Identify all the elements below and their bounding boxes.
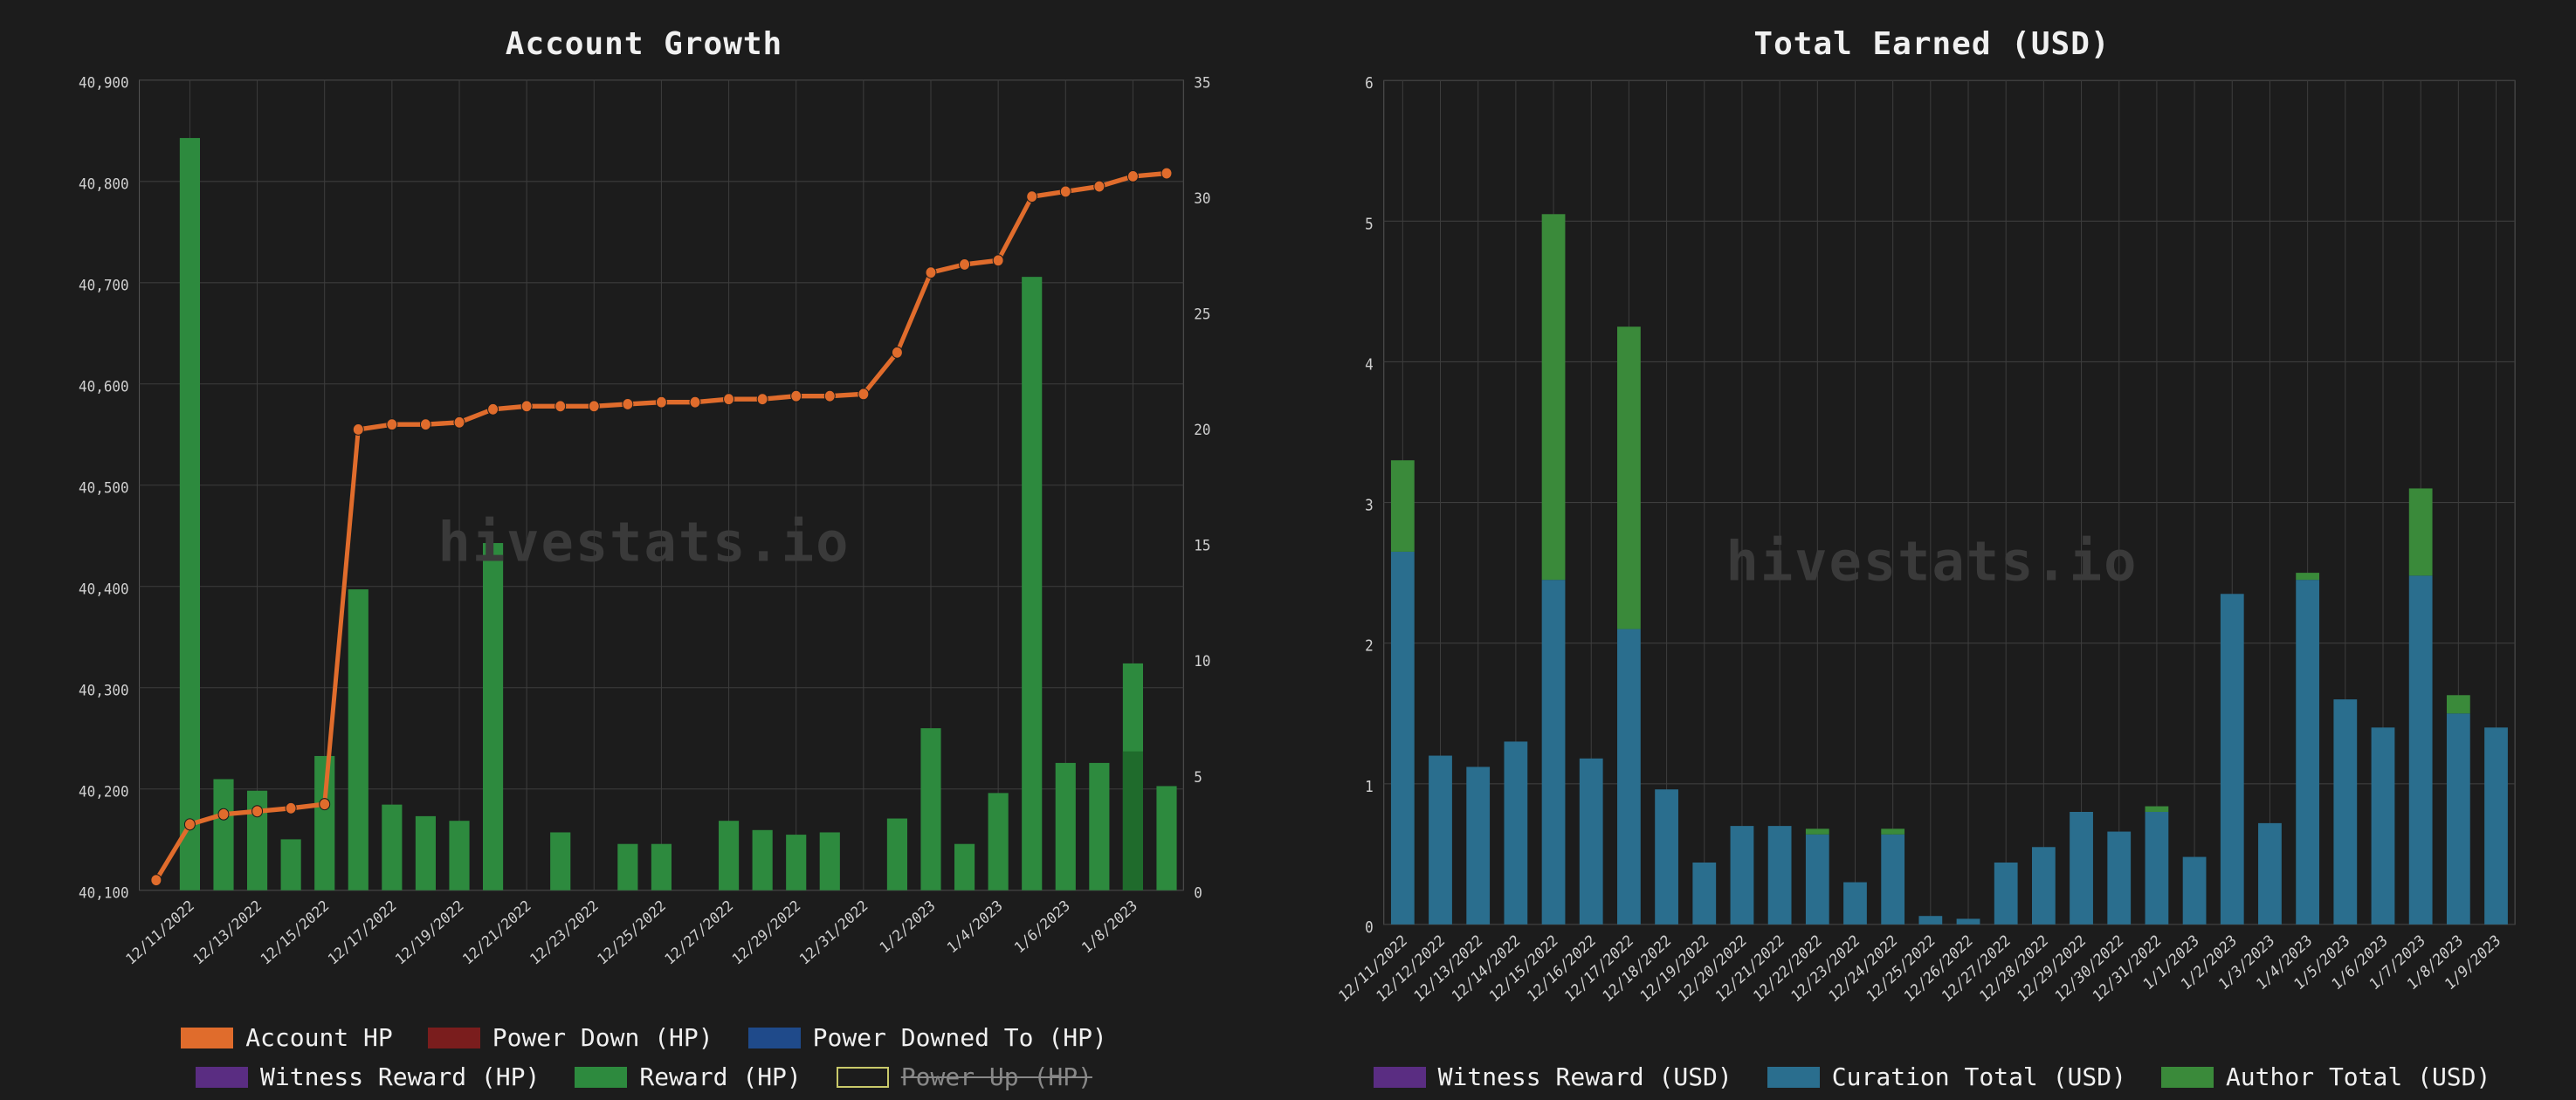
legend-label-powerUp: Power Up (HP) — [901, 1062, 1092, 1091]
svg-text:4: 4 — [1365, 356, 1374, 375]
svg-text:40,100: 40,100 — [79, 884, 129, 902]
legend-swatch-reward — [575, 1067, 627, 1088]
legend-item-curation[interactable]: Curation Total (USD) — [1767, 1062, 2126, 1091]
panel-total-earned: Total Earned (USD) hivestats.io 01234561… — [1288, 0, 2576, 1100]
svg-text:12/17/2022: 12/17/2022 — [325, 897, 399, 968]
svg-text:30: 30 — [1194, 189, 1210, 207]
legend-label-curation: Curation Total (USD) — [1832, 1062, 2126, 1091]
svg-text:1/8/2023: 1/8/2023 — [1078, 897, 1140, 957]
legend-item-author[interactable]: Author Total (USD) — [2161, 1062, 2490, 1091]
legend-item-powerDown[interactable]: Power Down (HP) — [428, 1023, 713, 1052]
legend-item-accountHP[interactable]: Account HP — [181, 1023, 393, 1052]
legend-account-growth: Account HP Power Down (HP) Power Downed To… — [35, 1013, 1253, 1091]
legend-item-witnessReward[interactable]: Witness Reward (USD) — [1374, 1062, 1732, 1091]
svg-text:3: 3 — [1365, 497, 1374, 515]
title-total-earned: Total Earned (USD) — [1323, 26, 2541, 62]
svg-text:12/11/2022: 12/11/2022 — [123, 897, 197, 968]
legend-item-reward[interactable]: Reward (HP) — [575, 1062, 801, 1091]
legend-label-witnessReward: Witness Reward (HP) — [260, 1062, 540, 1091]
svg-text:15: 15 — [1194, 537, 1210, 554]
svg-text:12/27/2022: 12/27/2022 — [662, 897, 736, 968]
svg-text:10: 10 — [1194, 653, 1210, 670]
svg-text:35: 35 — [1194, 74, 1210, 92]
svg-text:1/4/2023: 1/4/2023 — [944, 897, 1006, 957]
panel-account-growth: Account Growth hivestats.io 40,10040,200… — [0, 0, 1288, 1100]
legend-item-witnessReward[interactable]: Witness Reward (HP) — [196, 1062, 540, 1091]
legend-label-accountHP: Account HP — [245, 1023, 393, 1052]
svg-text:12/21/2022: 12/21/2022 — [459, 897, 534, 968]
legend-swatch-curation — [1767, 1067, 1820, 1088]
legend-swatch-author — [2161, 1067, 2214, 1088]
svg-text:12/29/2022: 12/29/2022 — [729, 897, 803, 968]
title-account-growth: Account Growth — [35, 26, 1253, 62]
svg-text:25: 25 — [1194, 306, 1210, 323]
svg-text:40,900: 40,900 — [79, 74, 129, 92]
legend-label-witnessReward: Witness Reward (USD) — [1438, 1062, 1732, 1091]
legend-label-powerDownedTo: Power Downed To (HP) — [813, 1023, 1107, 1052]
legend-label-powerDown: Power Down (HP) — [492, 1023, 713, 1052]
legend-label-author: Author Total (USD) — [2226, 1062, 2490, 1091]
dashboard: Account Growth hivestats.io 40,10040,200… — [0, 0, 2576, 1100]
legend-swatch-witnessReward — [1374, 1067, 1426, 1088]
svg-text:40,700: 40,700 — [79, 277, 129, 294]
legend-total-earned: Witness Reward (USD) Curation Total (USD)… — [1323, 1052, 2541, 1091]
svg-text:1/6/2023: 1/6/2023 — [1011, 897, 1073, 957]
legend-swatch-powerDownedTo — [748, 1028, 801, 1048]
legend-swatch-powerDown — [428, 1028, 480, 1048]
legend-swatch-accountHP — [181, 1028, 233, 1048]
svg-text:12/31/2022: 12/31/2022 — [796, 897, 871, 968]
svg-text:12/23/2022: 12/23/2022 — [527, 897, 602, 968]
svg-text:40,800: 40,800 — [79, 175, 129, 193]
svg-text:6: 6 — [1365, 74, 1374, 93]
svg-text:5: 5 — [1365, 215, 1374, 233]
svg-text:40,600: 40,600 — [79, 378, 129, 395]
svg-text:0: 0 — [1365, 918, 1374, 937]
svg-text:40,500: 40,500 — [79, 479, 129, 497]
svg-text:1: 1 — [1365, 778, 1374, 796]
svg-text:0: 0 — [1194, 884, 1202, 902]
svg-text:12/15/2022: 12/15/2022 — [258, 897, 332, 968]
legend-item-powerDownedTo[interactable]: Power Downed To (HP) — [748, 1023, 1107, 1052]
svg-text:2: 2 — [1365, 637, 1374, 656]
svg-text:12/25/2022: 12/25/2022 — [595, 897, 669, 968]
legend-swatch-witnessReward — [196, 1067, 248, 1088]
legend-swatch-powerUp — [837, 1067, 889, 1088]
svg-text:40,400: 40,400 — [79, 581, 129, 598]
svg-text:40,200: 40,200 — [79, 783, 129, 801]
chart-total-earned[interactable]: hivestats.io 012345612/11/202212/12/2022… — [1323, 71, 2541, 1052]
chart-account-growth[interactable]: hivestats.io 40,10040,20040,30040,40040,… — [35, 71, 1253, 1013]
svg-text:40,300: 40,300 — [79, 682, 129, 699]
legend-item-powerUp[interactable]: Power Up (HP) — [837, 1062, 1092, 1091]
legend-label-reward: Reward (HP) — [639, 1062, 801, 1091]
svg-text:5: 5 — [1194, 768, 1202, 786]
svg-text:20: 20 — [1194, 422, 1210, 439]
svg-text:12/19/2022: 12/19/2022 — [392, 897, 466, 968]
svg-text:1/2/2023: 1/2/2023 — [877, 897, 939, 957]
svg-text:12/13/2022: 12/13/2022 — [190, 897, 265, 968]
